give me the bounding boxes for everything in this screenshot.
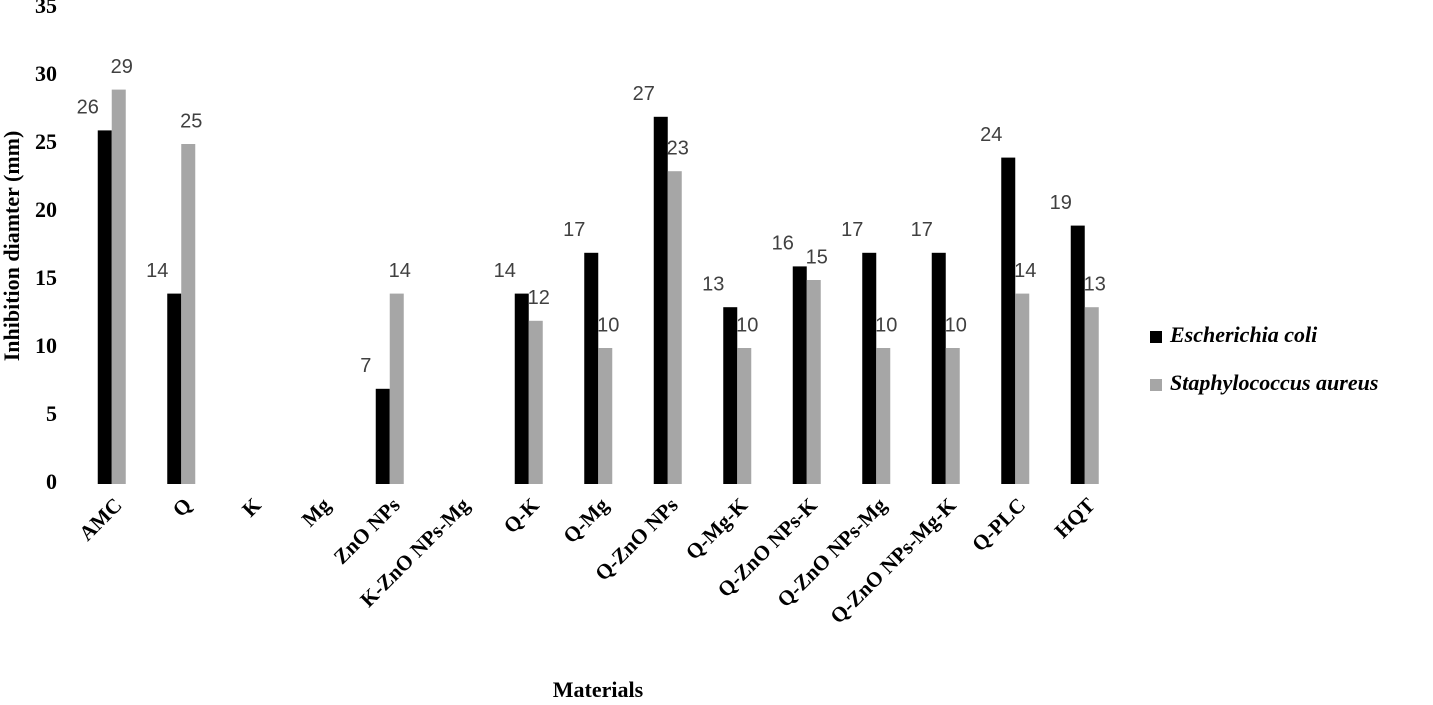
value-label: 10 bbox=[945, 314, 967, 336]
x-tick-label: Q-ZnO NPs-Mg-K bbox=[825, 492, 961, 628]
value-label: 10 bbox=[875, 314, 897, 336]
bar bbox=[375, 388, 390, 484]
bar bbox=[723, 307, 738, 484]
value-label: 15 bbox=[806, 246, 828, 268]
y-axis-label: Inhibition diamter (mm) bbox=[0, 131, 24, 362]
value-label: 10 bbox=[597, 314, 619, 336]
bar bbox=[584, 252, 599, 484]
value-label: 27 bbox=[633, 83, 655, 105]
y-tick-label: 5 bbox=[46, 401, 57, 426]
value-label: 24 bbox=[980, 124, 1002, 146]
value-label: 23 bbox=[667, 137, 689, 159]
value-label: 13 bbox=[1084, 273, 1106, 295]
bar bbox=[737, 348, 752, 484]
bar bbox=[792, 266, 807, 484]
y-tick-label: 25 bbox=[35, 129, 57, 154]
value-label: 26 bbox=[77, 97, 99, 119]
value-label: 19 bbox=[1050, 192, 1072, 214]
bar bbox=[598, 348, 613, 484]
bar bbox=[1001, 157, 1016, 484]
value-label: 12 bbox=[528, 287, 550, 309]
bar bbox=[97, 130, 112, 484]
bar bbox=[1070, 225, 1085, 484]
bar bbox=[167, 293, 182, 484]
bar bbox=[931, 252, 946, 484]
x-tick-label: HQT bbox=[1050, 493, 1100, 543]
x-tick-label: Q-PLC bbox=[967, 493, 1030, 556]
bar bbox=[528, 320, 543, 484]
bar bbox=[806, 280, 821, 484]
value-label: 14 bbox=[389, 260, 411, 282]
bar bbox=[876, 348, 891, 484]
bar bbox=[1084, 307, 1099, 484]
value-label: 14 bbox=[494, 260, 516, 282]
legend-swatch bbox=[1150, 379, 1162, 391]
value-label: 16 bbox=[772, 233, 794, 255]
y-tick-label: 35 bbox=[35, 0, 57, 18]
value-label: 29 bbox=[111, 56, 133, 78]
value-label: 10 bbox=[736, 314, 758, 336]
bar bbox=[862, 252, 877, 484]
bar bbox=[653, 116, 668, 485]
value-label: 17 bbox=[841, 219, 863, 241]
y-tick-label: 15 bbox=[35, 265, 57, 290]
x-tick-label: AMC bbox=[74, 493, 126, 545]
bar bbox=[389, 293, 404, 484]
legend-label: Escherichia coli bbox=[1169, 322, 1318, 347]
x-tick-label: Q-K bbox=[499, 493, 544, 538]
bar bbox=[514, 293, 529, 484]
legend-swatch bbox=[1150, 331, 1162, 343]
bar bbox=[111, 89, 126, 484]
x-tick-label: Q-Mg-K bbox=[681, 493, 753, 565]
y-tick-label: 20 bbox=[35, 197, 57, 222]
x-axis-label: Materials bbox=[553, 677, 644, 702]
y-tick-label: 30 bbox=[35, 61, 57, 86]
bar bbox=[667, 171, 682, 484]
value-label: 17 bbox=[911, 219, 933, 241]
value-label: 17 bbox=[563, 219, 585, 241]
bar bbox=[1015, 293, 1030, 484]
value-label: 7 bbox=[360, 355, 371, 377]
value-label: 25 bbox=[180, 110, 202, 132]
legend-label: Staphylococcus aureus bbox=[1170, 370, 1378, 395]
value-label: 14 bbox=[1014, 260, 1036, 282]
x-tick-label: Q-Mg bbox=[558, 493, 613, 548]
bar bbox=[181, 144, 196, 484]
bar bbox=[945, 348, 960, 484]
y-tick-label: 0 bbox=[46, 469, 57, 494]
value-label: 14 bbox=[146, 260, 168, 282]
x-tick-label: K bbox=[237, 493, 266, 522]
x-tick-label: Mg bbox=[297, 493, 336, 532]
value-label: 13 bbox=[702, 273, 724, 295]
x-tick-label: Q bbox=[168, 493, 197, 522]
y-tick-label: 10 bbox=[35, 333, 57, 358]
